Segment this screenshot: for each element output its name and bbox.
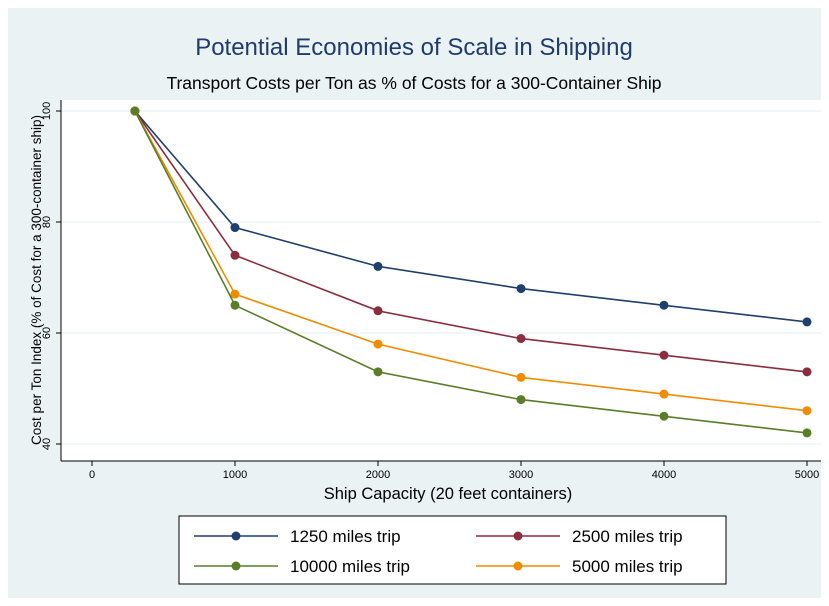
x-tick-label-0: 0 [89,469,95,481]
series-line-1 [134,110,808,323]
x-tick-label-5000: 5000 [795,469,819,481]
series-1-point-3 [373,261,383,271]
legend-marker-1 [231,531,241,541]
legend-label-3: 10000 miles trip [290,557,410,576]
series-2-point-4 [516,334,526,344]
x-tick-label-3000: 3000 [509,469,533,481]
y-axis-title: Cost per Ton Index (% of Cost for a 300-… [29,115,44,445]
series-3-point-5 [659,411,669,421]
legend: 1250 miles trip 2500 miles trip 10000 mile… [178,515,727,585]
series-1-point-5 [659,300,669,310]
legend-label-4: 5000 miles trip [572,557,683,576]
y-tick-label-80: 80 [41,216,53,228]
series-1-point-6 [802,317,812,327]
series-3-point-6 [802,428,812,438]
x-tick-label-1000: 1000 [223,469,247,481]
x-tick-label-4000: 4000 [652,469,676,481]
y-tick-label-40: 40 [41,438,53,450]
legend-label-2: 2500 miles trip [572,527,683,546]
series-4-point-3 [373,339,383,349]
chart-frame: Potential Economies of Scale in Shipping… [8,8,821,598]
series-line-4 [134,110,808,412]
series-3-point-2 [230,300,240,310]
series-2-point-5 [659,350,669,360]
line-chart: Potential Economies of Scale in Shipping… [29,34,821,585]
x-axis-title: Ship Capacity (20 feet containers) [324,485,573,503]
legend-label-1: 1250 miles trip [290,527,401,546]
legend-marker-3 [231,561,241,571]
series-4-point-4 [516,372,526,382]
series-3-point-3 [373,367,383,377]
series-line-2 [134,110,808,373]
series-2-point-6 [802,367,812,377]
plot-background [61,100,821,461]
y-tick-label-100: 100 [41,102,53,120]
series-1-point-2 [230,223,240,233]
chart-title: Potential Economies of Scale in Shipping [195,34,633,61]
chart-subtitle: Transport Costs per Ton as % of Costs fo… [166,73,661,93]
series-1-point-4 [516,284,526,294]
series-4-point-6 [802,406,812,416]
legend-box [178,515,727,585]
series-4-point-2 [230,289,240,299]
series-2-point-3 [373,306,383,316]
series-3-point-4 [516,395,526,405]
series-2-point-2 [230,250,240,260]
legend-marker-2 [513,531,523,541]
legend-marker-4 [513,561,523,571]
x-tick-label-2000: 2000 [366,469,390,481]
series-4-point-5 [659,389,669,399]
series-line-3 [134,110,808,434]
series-3-point-1 [130,106,140,116]
y-tick-label-60: 60 [41,327,53,339]
